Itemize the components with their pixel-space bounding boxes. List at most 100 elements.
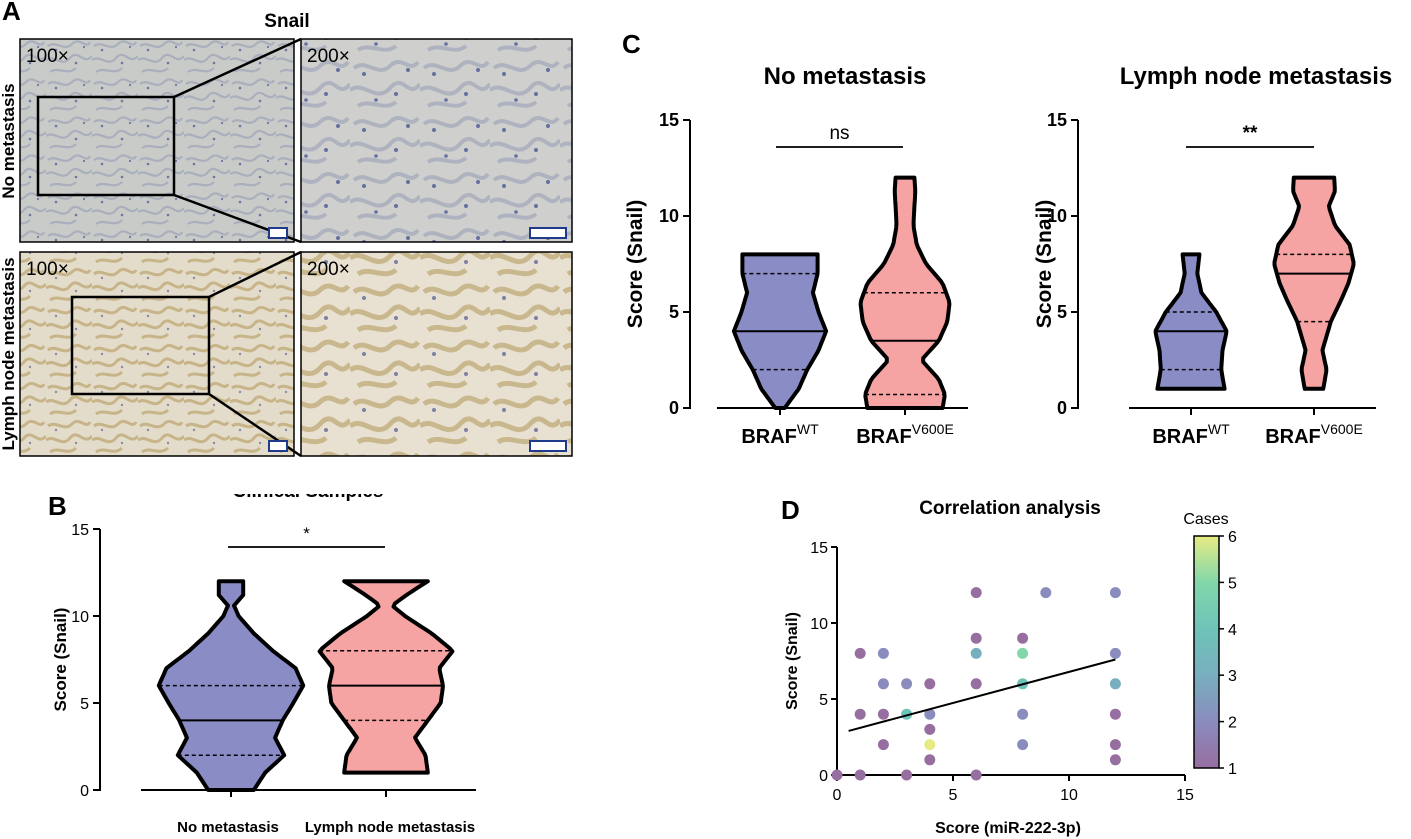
scatter-point	[970, 632, 982, 644]
y-tick-label: 10	[810, 616, 828, 633]
y-tick-label: 0	[819, 768, 828, 785]
scatter-point	[970, 769, 982, 781]
y-axis-label: Score (Snail)	[784, 612, 801, 710]
scatter-point	[924, 678, 936, 690]
zoom-box-no-metastasis	[36, 95, 176, 197]
scatter-point	[924, 708, 936, 720]
y-tick-label: 10	[1047, 206, 1067, 226]
x-tick-label: 0	[833, 787, 842, 804]
scatter-point	[901, 769, 913, 781]
scatter-point	[1109, 739, 1121, 751]
scatter-point	[854, 647, 866, 659]
regression-line	[848, 658, 1116, 732]
significance-label: **	[1243, 123, 1258, 144]
scatter-point	[970, 647, 982, 659]
x-category-label: Lymph node metastasis	[305, 819, 475, 836]
scatter-point	[1109, 754, 1121, 766]
scatter-point	[877, 678, 889, 690]
category-superscript: WT	[1208, 421, 1230, 437]
y-tick-label: 0	[1057, 398, 1067, 418]
y-tick-label: 5	[80, 696, 89, 713]
violin-braf-v600e	[1272, 175, 1356, 391]
scatter-point	[924, 723, 936, 735]
y-tick-label: 0	[669, 398, 679, 418]
x-category-label: BRAFV600E	[1265, 421, 1363, 448]
x-category-label: BRAFWT	[741, 421, 819, 448]
magnification-label-200x: 200×	[307, 259, 350, 280]
scale-bar	[268, 440, 288, 452]
y-tick-label: 5	[1057, 302, 1067, 322]
panel-letter-a: A	[2, 0, 21, 26]
panel-letter-d: D	[781, 495, 800, 525]
category-superscript: V600E	[912, 421, 954, 437]
panel-a-micrographs: Snail 100× 200× 100× 200× No metastasis …	[0, 11, 573, 458]
colorbar	[1193, 535, 1220, 769]
zoom-box-lymph-node	[70, 295, 211, 396]
scatter-point	[1109, 708, 1121, 720]
micrograph-no-metastasis-100x	[19, 38, 295, 243]
micrograph-no-metastasis-200x	[300, 38, 573, 243]
micrograph-lymph-node-100x	[19, 251, 295, 457]
chart-title: Correlation analysis	[919, 500, 1101, 519]
y-axis-label: Score (Snail)	[51, 608, 70, 712]
category-superscript: V600E	[1321, 421, 1363, 437]
category-base: BRAF	[1152, 426, 1208, 448]
scale-bar	[529, 227, 567, 239]
magnification-label-100x: 100×	[26, 46, 69, 67]
scatter-point	[970, 587, 982, 599]
violin-lymph-node-metastasis	[317, 579, 455, 775]
scatter-point	[854, 708, 866, 720]
x-tick-label: 10	[1060, 787, 1078, 804]
colorbar-tick-label: 6	[1228, 529, 1237, 546]
scatter-point	[970, 678, 982, 690]
scatter-point	[877, 647, 889, 659]
scatter-point	[854, 769, 866, 781]
significance-label: *	[303, 524, 310, 543]
x-axis-label: Score (miR-222-3p)	[935, 820, 1081, 837]
y-tick-label: 15	[71, 522, 89, 539]
colorbar-tick-label: 5	[1228, 575, 1237, 592]
chart-title: No metastasis	[764, 63, 927, 90]
x-category-label: BRAFV600E	[856, 421, 954, 448]
colorbar-tick-label: 4	[1228, 622, 1237, 639]
magnification-label-200x: 200×	[307, 46, 350, 67]
x-tick-label: 15	[1176, 787, 1194, 804]
significance-label: ns	[829, 123, 849, 144]
scatter-point	[901, 678, 913, 690]
category-superscript: WT	[797, 421, 819, 437]
x-category-label: BRAFWT	[1152, 421, 1230, 448]
scatter-point	[1109, 647, 1121, 659]
scatter-point	[877, 708, 889, 720]
y-tick-label: 5	[669, 302, 679, 322]
scatter-point	[1109, 587, 1121, 599]
scatter-point	[1017, 739, 1029, 751]
chart-title: Clinical Samples	[232, 494, 383, 502]
chart-correlation-analysis: Correlation analysis Score (Snail) Score (…	[784, 500, 1237, 837]
row-label-no-metastasis: No metastasis	[0, 83, 18, 198]
scatter-point	[924, 739, 936, 751]
x-tick-label: 5	[949, 787, 958, 804]
scatter-point	[1040, 587, 1052, 599]
y-tick-label: 0	[80, 783, 89, 800]
category-base: BRAF	[741, 426, 797, 448]
scatter-point	[924, 754, 936, 766]
y-tick-label: 15	[1047, 110, 1067, 130]
x-category-label: No metastasis	[177, 819, 279, 836]
panel-a-title: Snail	[264, 11, 309, 32]
category-base: BRAF	[1265, 426, 1321, 448]
scatter-point	[1109, 678, 1121, 690]
y-tick-label: 15	[810, 540, 828, 557]
scatter-point	[831, 769, 843, 781]
y-tick-label: 15	[659, 110, 679, 130]
scale-bar	[268, 227, 288, 239]
colorbar-tick-label: 2	[1228, 715, 1237, 732]
scatter-point	[1017, 632, 1029, 644]
colorbar-label: Cases	[1183, 511, 1228, 528]
panel-letter-b: B	[48, 491, 67, 521]
micrograph-lymph-node-200x	[300, 251, 573, 457]
violin-braf-v600e	[858, 175, 952, 410]
y-tick-label: 10	[71, 609, 89, 626]
scatter-point	[1017, 647, 1029, 659]
colorbar-tick-label: 3	[1228, 668, 1237, 685]
